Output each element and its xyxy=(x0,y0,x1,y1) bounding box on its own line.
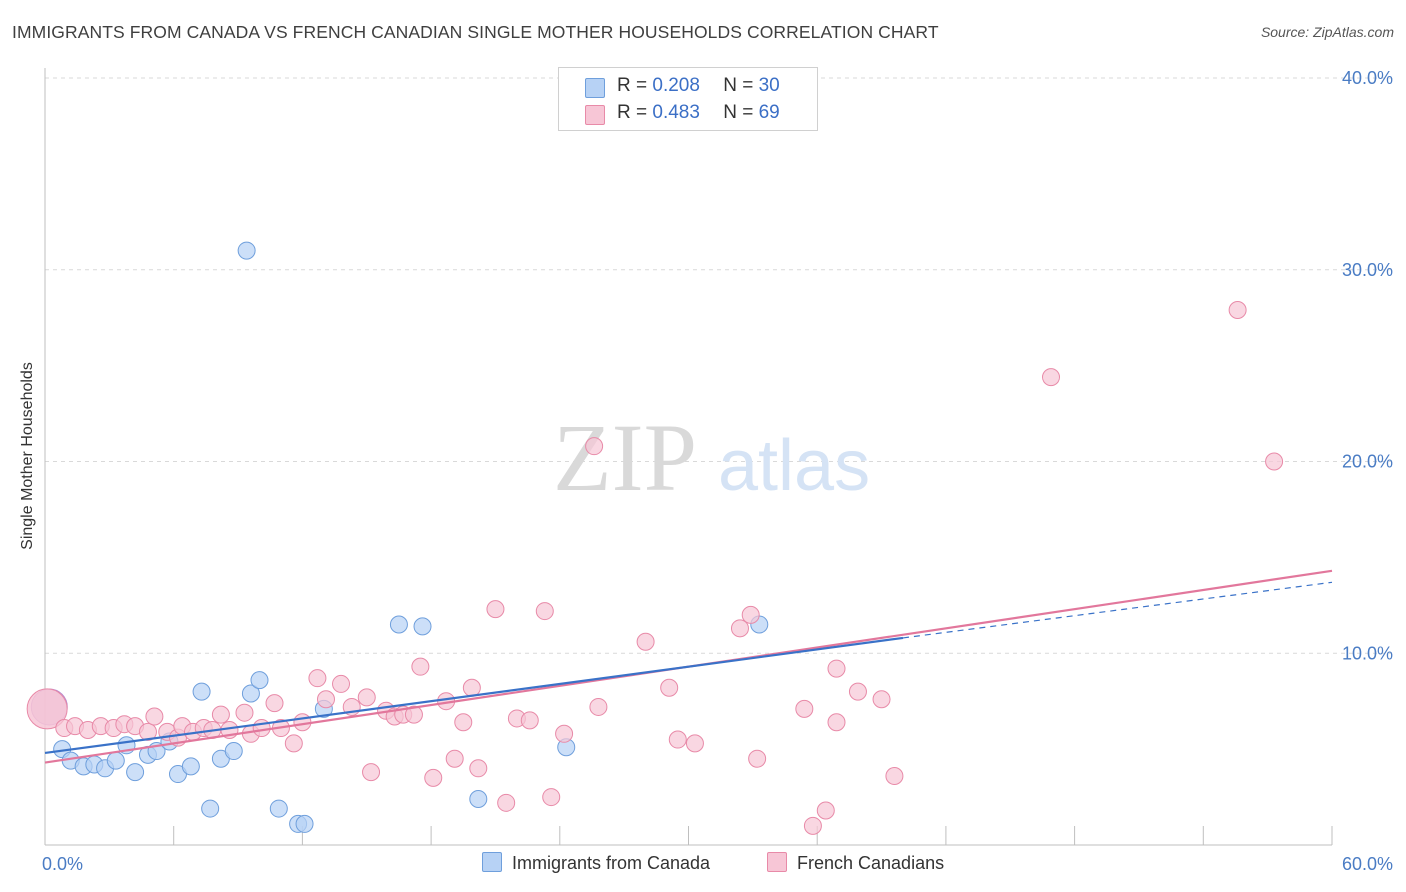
watermark-atlas: atlas xyxy=(718,426,870,506)
data-point-french-canadians xyxy=(585,437,604,456)
data-point-french-canadians xyxy=(404,705,423,724)
data-point-french-canadians xyxy=(816,801,835,820)
data-point-immigrants-from-canada xyxy=(126,763,145,782)
legend-r-label: R = xyxy=(617,75,653,96)
data-point-french-canadians xyxy=(362,763,381,782)
legend-row-french-canadians: R = 0.483 N = 69 xyxy=(585,102,780,125)
data-point-french-canadians xyxy=(265,694,284,713)
y-tick-label: 10.0% xyxy=(1342,643,1393,663)
data-point-immigrants-from-canada xyxy=(250,671,269,690)
data-point-french-canadians xyxy=(462,678,481,697)
bottom-legend-label: French Canadians xyxy=(797,853,945,873)
trend-lines xyxy=(44,569,1333,764)
legend-n-value: 69 xyxy=(758,102,780,123)
data-point-french-canadians xyxy=(827,659,846,678)
data-point-french-canadians xyxy=(235,703,254,722)
watermark: ZIP atlas xyxy=(553,404,870,511)
trend-line-immigrants-from-canada xyxy=(44,636,904,755)
stats-legend: R = 0.208 N = 30 R = 0.483 N = 69 xyxy=(558,67,818,131)
grid-lines xyxy=(45,77,1392,654)
data-point-french-canadians xyxy=(848,682,867,701)
y-tick-label: 20.0% xyxy=(1342,452,1393,472)
data-point-french-canadians xyxy=(1228,301,1247,320)
data-point-french-canadians xyxy=(589,697,608,716)
data-point-immigrants-from-canada xyxy=(413,617,432,636)
data-point-french-canadians xyxy=(469,759,488,778)
x-tick-labels: 0.0% 60.0% xyxy=(42,854,1393,874)
data-point-french-canadians xyxy=(308,669,327,688)
data-point-french-canadians xyxy=(795,699,814,718)
data-point-immigrants-from-canada xyxy=(469,789,488,808)
data-point-immigrants-from-canada xyxy=(241,684,260,703)
data-point-french-canadians xyxy=(411,657,430,676)
legend-r-label: R = xyxy=(617,102,653,123)
legend-swatch-pink xyxy=(585,105,605,125)
data-point-french-canadians xyxy=(748,749,767,768)
data-point-french-canadians xyxy=(1265,452,1284,471)
data-point-french-canadians xyxy=(730,619,749,638)
chart-title: IMMIGRANTS FROM CANADA VS FRENCH CANADIA… xyxy=(12,22,939,42)
legend-n-label: N = xyxy=(723,75,759,96)
data-point-french-canadians xyxy=(660,678,679,697)
trend-line-immigrants-from-canada-extension xyxy=(902,581,1333,639)
y-tick-labels: 10.0% 20.0% 30.0% 40.0% xyxy=(1342,68,1393,663)
data-point-immigrants-from-canada xyxy=(192,682,211,701)
data-point-french-canadians xyxy=(542,788,561,807)
data-point-immigrants-from-canada xyxy=(237,241,256,260)
data-point-french-canadians xyxy=(535,602,554,621)
data-point-immigrants-from-canada xyxy=(106,751,125,770)
x-axis-ticks xyxy=(44,826,1333,845)
data-point-french-canadians xyxy=(872,690,891,709)
data-point-french-canadians xyxy=(357,688,376,707)
bottom-legend-label: Immigrants from Canada xyxy=(512,853,711,873)
data-point-french-canadians xyxy=(424,768,443,787)
series-french-canadians xyxy=(26,301,1284,835)
legend-swatch-blue xyxy=(585,78,605,98)
data-point-french-canadians xyxy=(555,724,574,743)
data-point-french-canadians xyxy=(520,711,539,730)
bottom-legend-swatch-pink xyxy=(767,852,787,872)
data-point-french-canadians xyxy=(668,730,687,749)
x-tick-label: 60.0% xyxy=(1342,854,1393,874)
data-point-french-canadians xyxy=(445,749,464,768)
bottom-legend-french-canadians: French Canadians xyxy=(767,852,944,874)
data-point-immigrants-from-canada xyxy=(269,799,288,818)
data-point-french-canadians xyxy=(885,766,904,785)
x-tick-label: 0.0% xyxy=(42,854,83,874)
data-point-immigrants-from-canada xyxy=(181,757,200,776)
series-immigrants-from-canada xyxy=(30,241,769,833)
data-point-french-canadians xyxy=(685,734,704,753)
data-point-french-canadians xyxy=(827,713,846,732)
data-point-french-canadians xyxy=(316,690,335,709)
data-point-french-canadians xyxy=(211,705,230,724)
bottom-legend-swatch-blue xyxy=(482,852,502,872)
legend-r-value: 0.483 xyxy=(652,102,700,123)
watermark-zip: ZIP xyxy=(553,404,697,511)
data-point-french-canadians xyxy=(486,600,505,619)
y-tick-label: 30.0% xyxy=(1342,260,1393,280)
legend-n-label: N = xyxy=(723,102,759,123)
data-point-immigrants-from-canada xyxy=(295,814,314,833)
bottom-legend-immigrants-from-canada: Immigrants from Canada xyxy=(482,852,710,874)
legend-n-value: 30 xyxy=(758,75,780,96)
data-point-french-canadians xyxy=(332,674,351,693)
data-point-french-canadians xyxy=(26,688,68,730)
data-point-french-canadians xyxy=(497,793,516,812)
legend-r-value: 0.208 xyxy=(652,75,700,96)
y-tick-label: 40.0% xyxy=(1342,68,1393,88)
data-point-french-canadians xyxy=(1042,368,1061,387)
data-point-french-canadians xyxy=(636,632,655,651)
data-point-french-canadians xyxy=(741,605,760,624)
data-point-french-canadians xyxy=(145,707,164,726)
data-point-immigrants-from-canada xyxy=(224,742,243,761)
data-point-french-canadians xyxy=(138,722,157,741)
data-point-french-canadians xyxy=(454,713,473,732)
legend-row-immigrants-from-canada: R = 0.208 N = 30 xyxy=(585,75,780,98)
data-point-french-canadians xyxy=(803,816,822,835)
data-point-immigrants-from-canada xyxy=(389,615,408,634)
data-point-french-canadians xyxy=(284,734,303,753)
source-label: Source: ZipAtlas.com xyxy=(1260,24,1394,40)
data-point-immigrants-from-canada xyxy=(201,799,220,818)
